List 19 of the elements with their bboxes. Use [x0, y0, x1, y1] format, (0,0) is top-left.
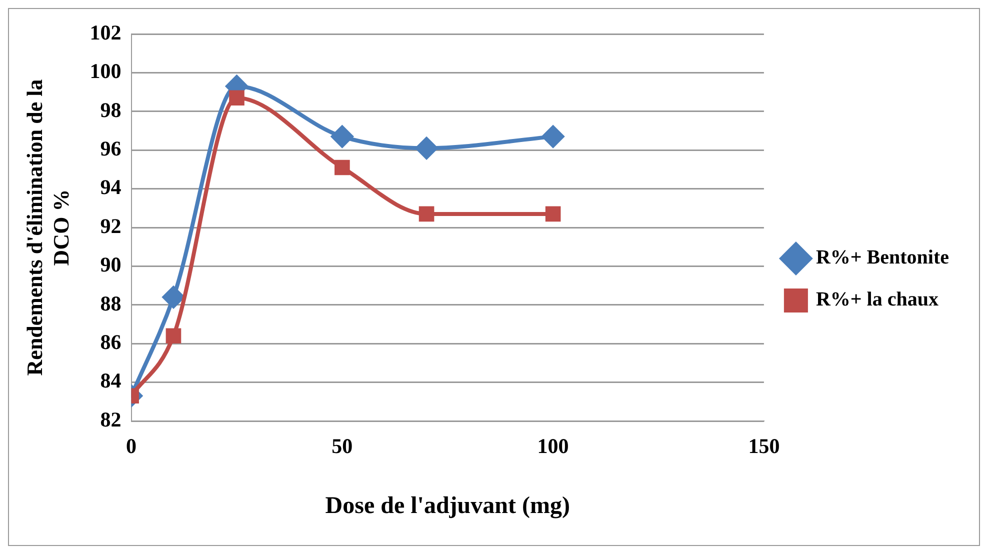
x-tick-label: 50: [332, 434, 353, 458]
x-tick-label: 150: [748, 434, 780, 458]
y-axis-title: Rendements d'élimination de la DCO %: [22, 79, 74, 376]
y-tick-label: 98: [100, 98, 122, 122]
y-tick-label: 102: [90, 20, 122, 44]
y-tick-label: 96: [100, 136, 122, 161]
y-tick-label: 86: [100, 330, 122, 354]
y-tick-label: 100: [90, 59, 122, 84]
legend-label: R%+ la chaux: [816, 288, 938, 311]
legend-label: R%+ Bentonite: [816, 246, 950, 269]
x-axis-title: Dose de l'adjuvant (mg): [325, 492, 570, 519]
y-tick-label: 84: [100, 368, 122, 393]
y-tick-label: 88: [100, 291, 122, 316]
y-tick-label: 82: [100, 407, 122, 432]
x-tick-label: 100: [537, 434, 569, 458]
y-tick-label: 90: [100, 252, 122, 277]
x-tick-label: 0: [126, 434, 137, 458]
y-tick-label: 92: [100, 214, 122, 238]
y-tick-label: 94: [100, 175, 122, 200]
